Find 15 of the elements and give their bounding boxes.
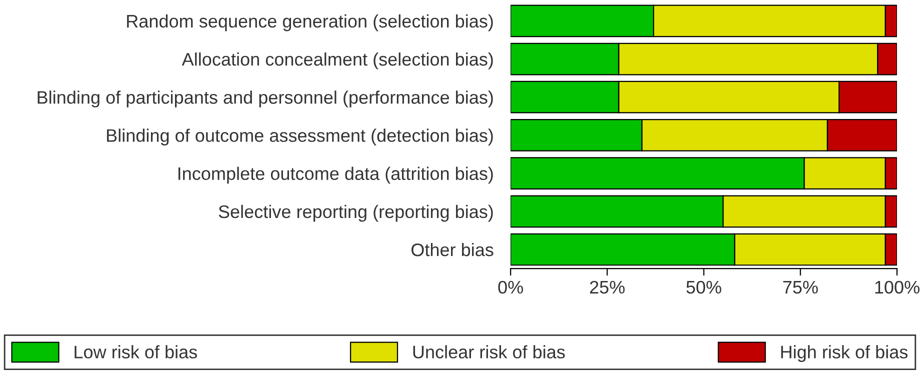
y-tick-label: Selective reporting (reporting bias) (218, 204, 493, 222)
x-tick-label: 0% (498, 280, 524, 294)
y-tick-label: Random sequence generation (selection bias) (127, 14, 493, 32)
legend-label: Low risk of bias (74, 345, 197, 358)
y-tick-label: Allocation concealment (selection bias) (182, 52, 493, 70)
y-tick-label: Blinding of participants and personnel (performance bias) (38, 90, 493, 108)
y-tick-label: Other bias (412, 242, 494, 256)
y-tick-label: Incomplete outcome data (attrition bias) (178, 166, 493, 184)
x-tick-label: 75% (783, 280, 818, 294)
x-tick-label: 100% (875, 280, 920, 294)
legend-label: Unclear risk of bias (413, 345, 565, 358)
legend-label: High risk of bias (781, 345, 908, 362)
x-tick-label: 25% (590, 280, 625, 294)
y-tick-label: Blinding of outcome assessment (detection bias) (107, 128, 493, 146)
x-tick-label: 50% (686, 280, 722, 294)
